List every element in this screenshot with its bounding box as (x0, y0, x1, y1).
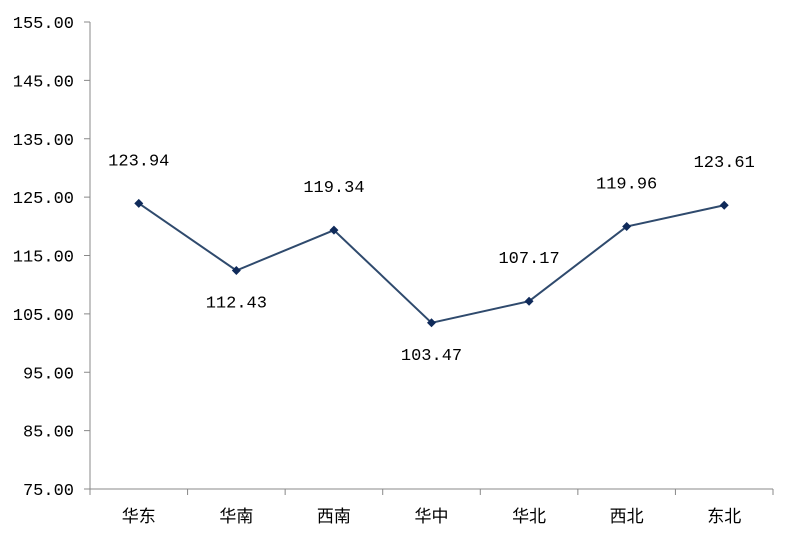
y-tick-label: 135.00 (13, 132, 74, 151)
x-category-label: 东北 (707, 507, 741, 527)
y-tick-label: 105.00 (13, 307, 74, 326)
y-tick-label: 115.00 (13, 249, 74, 268)
data-label: 107.17 (498, 250, 559, 269)
y-tick-label: 155.00 (13, 15, 74, 34)
data-point-marker (329, 225, 339, 235)
data-point-marker (134, 198, 144, 208)
data-point-marker (231, 266, 241, 276)
data-label: 123.94 (108, 152, 169, 171)
data-point-marker (427, 318, 436, 328)
x-category-label: 华南 (219, 507, 253, 527)
data-point-marker (622, 222, 632, 232)
data-point-marker (524, 296, 534, 306)
x-category-label: 华东 (122, 507, 156, 527)
y-tick-label: 145.00 (13, 73, 74, 92)
x-category-label: 华中 (415, 507, 449, 527)
data-label: 123.61 (694, 154, 755, 173)
data-label: 103.47 (401, 347, 462, 366)
x-category-label: 西北 (610, 507, 644, 527)
y-tick-label: 95.00 (23, 365, 74, 384)
data-label: 112.43 (206, 295, 267, 314)
y-tick-label: 75.00 (23, 482, 74, 501)
data-label: 119.96 (596, 176, 657, 195)
x-category-label: 西南 (317, 507, 351, 527)
x-category-label: 华北 (512, 507, 546, 527)
y-tick-label: 85.00 (23, 424, 74, 443)
y-tick-label: 125.00 (13, 190, 74, 209)
data-label: 119.34 (303, 179, 364, 198)
data-point-marker (719, 200, 729, 210)
